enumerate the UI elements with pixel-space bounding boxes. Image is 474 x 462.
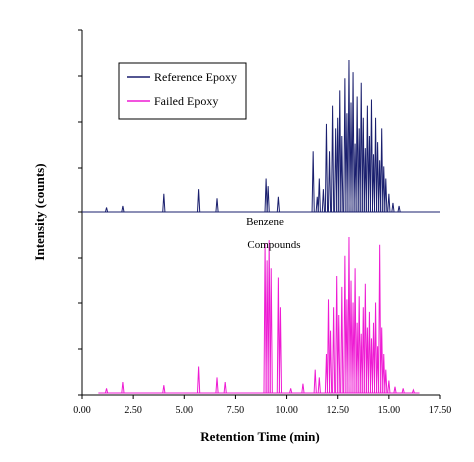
series-1-peak-32 bbox=[361, 307, 365, 394]
series-0-peak-40 bbox=[387, 193, 391, 213]
series-1-peak-30 bbox=[357, 296, 361, 394]
series-0-peak-32 bbox=[369, 99, 374, 213]
series-0-peak-6 bbox=[266, 186, 270, 213]
series-1-peak-26 bbox=[349, 280, 353, 394]
series-reference-epoxy bbox=[98, 59, 420, 213]
series-1-peak-23 bbox=[343, 255, 347, 394]
x-tick-label-5: 12.50 bbox=[326, 405, 349, 416]
series-0-peak-41 bbox=[391, 202, 395, 213]
series-0-peak-13 bbox=[327, 151, 332, 213]
series-1-peak-43 bbox=[384, 369, 388, 394]
series-1-peak-42 bbox=[382, 353, 386, 394]
series-1-peak-12 bbox=[289, 388, 293, 394]
series-1-peak-21 bbox=[337, 314, 341, 394]
series-1-peak-10 bbox=[276, 277, 280, 394]
legend-label-reference: Reference Epoxy bbox=[154, 70, 237, 84]
series-0-peak-14 bbox=[331, 105, 335, 213]
legend: Reference Epoxy Failed Epoxy bbox=[118, 62, 247, 120]
series-0-peak-21 bbox=[347, 59, 351, 213]
series-0-peak-10 bbox=[317, 178, 321, 213]
series-1-peak-1 bbox=[121, 382, 125, 394]
series-1-peak-15 bbox=[317, 377, 321, 394]
x-tick-label-3: 7.50 bbox=[227, 405, 245, 416]
series-1-peak-3 bbox=[197, 366, 201, 394]
series-1-peak-2 bbox=[162, 385, 166, 394]
series-0-peak-2 bbox=[162, 193, 166, 213]
y-axis-ticks bbox=[78, 29, 82, 396]
series-1-peak-28 bbox=[353, 268, 357, 394]
series-0-peak-18 bbox=[340, 135, 344, 213]
x-tick-labels: 0.00 2.50 5.00 7.50 10.00 12.50 15.00 17.50 bbox=[73, 405, 451, 416]
x-tick-label-7: 17.50 bbox=[429, 405, 452, 416]
series-1-peak-46 bbox=[401, 388, 405, 394]
x-tick-label-4: 10.00 bbox=[275, 405, 298, 416]
series-1-peak-35 bbox=[367, 311, 372, 394]
series-1-peak-4 bbox=[215, 377, 219, 394]
series-0-peak-35 bbox=[376, 142, 380, 213]
series-1-peak-44 bbox=[387, 380, 391, 394]
series-1-peak-5 bbox=[223, 382, 227, 394]
series-1-peak-20 bbox=[335, 275, 339, 394]
series-failed-epoxy bbox=[98, 236, 420, 394]
series-0-peak-4 bbox=[215, 198, 219, 213]
series-0-peak-17 bbox=[338, 90, 342, 213]
series-0-peak-30 bbox=[365, 105, 369, 213]
series-1-peak-8 bbox=[267, 240, 271, 394]
series-0-peak-27 bbox=[359, 82, 363, 213]
series-1-peak-38 bbox=[373, 302, 378, 394]
series-1-peak-19 bbox=[332, 307, 336, 394]
series-0-peak-7 bbox=[276, 196, 280, 213]
legend-label-failed: Failed Epoxy bbox=[154, 94, 218, 108]
series-0-peak-11 bbox=[321, 189, 325, 213]
series-0-peak-42 bbox=[397, 205, 401, 213]
series-0-peak-39 bbox=[384, 178, 388, 213]
x-axis-title: Retention Time (min) bbox=[200, 429, 319, 444]
x-tick-label-2: 5.00 bbox=[176, 405, 194, 416]
series-0-peak-5 bbox=[264, 178, 268, 213]
series-1-peak-33 bbox=[363, 283, 367, 394]
series-0-peak-34 bbox=[373, 117, 378, 213]
series-0-peak-1 bbox=[121, 205, 125, 213]
x-axis-ticks bbox=[81, 395, 441, 399]
series-0-peak-38 bbox=[382, 166, 386, 213]
annotation-benzene: Benzene bbox=[246, 216, 284, 228]
series-1-peak-45 bbox=[393, 386, 397, 394]
x-tick-label-0: 0.00 bbox=[73, 405, 91, 416]
series-0-peak-15 bbox=[334, 128, 338, 213]
series-1-peak-9 bbox=[269, 268, 273, 394]
series-0-peak-25 bbox=[355, 96, 359, 213]
series-0-peak-0 bbox=[104, 207, 109, 213]
series-1-peak-14 bbox=[313, 369, 317, 394]
series-1-peak-18 bbox=[328, 330, 333, 394]
x-tick-label-6: 15.00 bbox=[378, 405, 401, 416]
series-0-peak-28 bbox=[361, 117, 365, 213]
series-0-peak-3 bbox=[197, 189, 201, 213]
series-0-peak-23 bbox=[351, 72, 355, 213]
series-1-peak-11 bbox=[278, 307, 283, 394]
annotation-compounds: Compounds bbox=[247, 239, 300, 251]
y-axis-title: Intensity (counts) bbox=[32, 163, 47, 260]
series-0-peak-12 bbox=[324, 123, 329, 213]
series-1-peak-0 bbox=[104, 388, 109, 394]
legend-box bbox=[118, 62, 247, 120]
x-tick-label-1: 2.50 bbox=[124, 405, 142, 416]
series-0-peak-19 bbox=[343, 78, 347, 213]
series-1-peak-47 bbox=[411, 388, 415, 394]
series-1-peak-40 bbox=[378, 244, 382, 394]
series-1-peak-6 bbox=[263, 243, 267, 394]
series-1-peak-22 bbox=[340, 286, 344, 394]
series-1-peak-25 bbox=[347, 236, 351, 394]
series-0-peak-37 bbox=[380, 128, 384, 213]
series-0-peak-8 bbox=[311, 151, 315, 213]
series-1-peak-7 bbox=[265, 260, 269, 394]
series-1-peak-13 bbox=[301, 383, 305, 394]
series-1-peak-17 bbox=[326, 299, 331, 394]
series-1-peak-41 bbox=[380, 327, 384, 394]
series-1-peak-34 bbox=[365, 327, 369, 394]
